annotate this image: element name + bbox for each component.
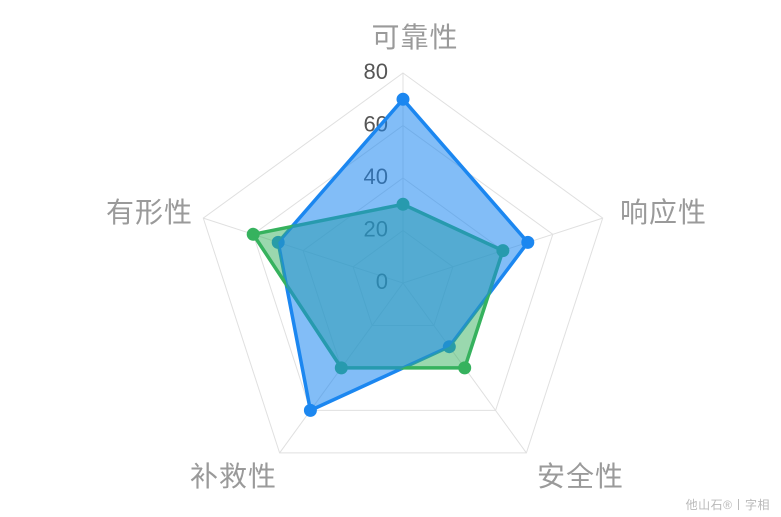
radar-grid-ring <box>202 72 604 454</box>
radar-axis-label: 可靠性 <box>371 22 458 53</box>
radar-axis-label: 响应性 <box>620 197 707 228</box>
radar-axis-label: 有形性 <box>106 197 193 228</box>
watermark: 他山石®丨字相 <box>685 498 770 512</box>
radial-tick-label: 80 <box>364 59 388 84</box>
series-area-blue <box>278 99 528 411</box>
radar-axis-label: 安全性 <box>537 461 624 492</box>
radar-grid-ring <box>252 124 554 411</box>
radar-axis-label: 补救性 <box>190 461 277 492</box>
